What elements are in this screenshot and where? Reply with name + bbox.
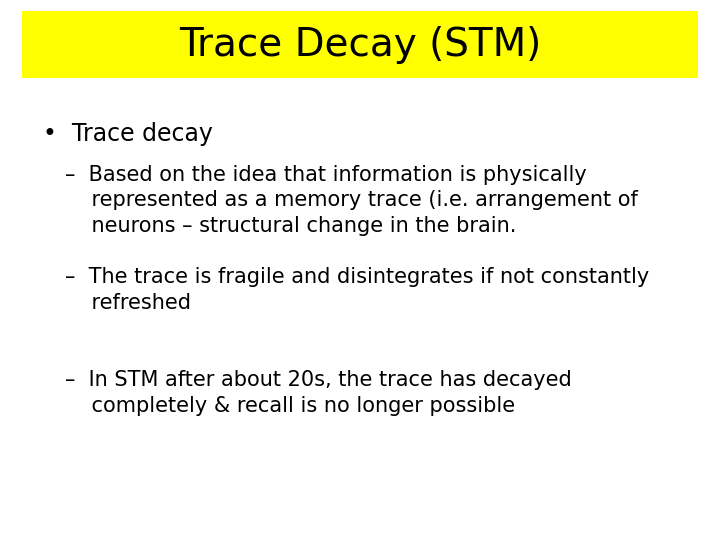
Text: –  The trace is fragile and disintegrates if not constantly
    refreshed: – The trace is fragile and disintegrates…	[65, 267, 649, 313]
Text: Trace Decay (STM): Trace Decay (STM)	[179, 25, 541, 64]
Text: –  In STM after about 20s, the trace has decayed
    completely & recall is no l: – In STM after about 20s, the trace has …	[65, 370, 572, 415]
Bar	[22, 11, 698, 78]
Text: –  Based on the idea that information is physically
    represented as a memory : – Based on the idea that information is …	[65, 165, 638, 236]
Text: •  Trace decay: • Trace decay	[43, 122, 213, 145]
